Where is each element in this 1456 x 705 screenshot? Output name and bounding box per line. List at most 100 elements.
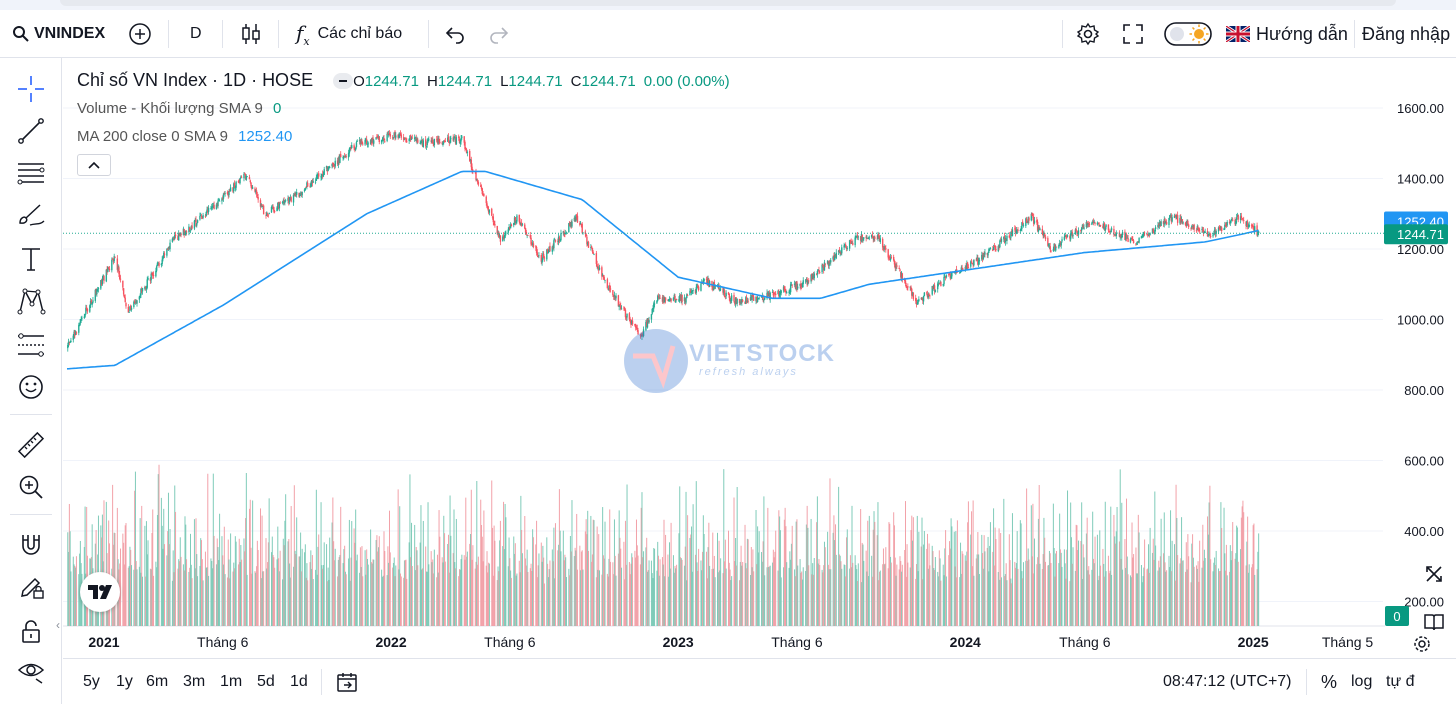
range-6m[interactable]: 6m — [146, 659, 168, 705]
undo-button[interactable] — [444, 10, 466, 58]
candle-body — [810, 274, 812, 282]
goto-date-button[interactable] — [335, 659, 359, 705]
candle-body — [625, 316, 627, 318]
trendline-tool[interactable] — [14, 114, 48, 148]
candle-body — [795, 282, 797, 290]
range-1y[interactable]: 1y — [116, 659, 133, 705]
forecast-tool[interactable] — [14, 328, 48, 362]
time-settings-button[interactable] — [1408, 630, 1436, 658]
candle-body — [595, 253, 598, 265]
guide-button[interactable]: Hướng dẫn — [1226, 10, 1348, 58]
zoom-tool[interactable] — [14, 470, 48, 504]
time-tick-label: 2021 — [88, 634, 119, 650]
brush-tool[interactable] — [14, 198, 48, 232]
candle-body — [100, 280, 102, 289]
candle-body — [579, 223, 582, 225]
compare-button[interactable] — [128, 10, 152, 58]
price-chart[interactable]: 1600.00 1400.00 1200.00 1000.00 800.00 600.00… — [63, 58, 1456, 658]
chart-area[interactable]: 1600.00 1400.00 1200.00 1000.00 800.00 600.00… — [63, 58, 1456, 658]
candle-body — [856, 235, 859, 238]
candle-body — [804, 280, 807, 282]
range-3m[interactable]: 3m — [183, 659, 205, 705]
range-1d[interactable]: 1d — [290, 659, 308, 705]
candle-body — [351, 145, 353, 149]
candle-body — [284, 200, 287, 202]
range-1m[interactable]: 1m — [220, 659, 242, 705]
legend-ma: MA 200 close 0 SMA 9 1252.40 — [77, 128, 292, 145]
text-tool[interactable] — [14, 242, 48, 276]
symbol-search[interactable]: VNINDEX — [12, 10, 105, 58]
candle-body — [111, 259, 113, 271]
candle-body — [278, 202, 281, 209]
candle-body — [354, 149, 356, 150]
range-5d[interactable]: 5d — [257, 659, 275, 705]
candle-body — [1011, 229, 1014, 236]
chart-type-button[interactable] — [240, 10, 262, 58]
candle-body — [735, 298, 738, 305]
toolbar-divider — [222, 20, 223, 48]
candle-body — [744, 301, 746, 304]
unlock-tool[interactable] — [14, 614, 48, 648]
reset-scale-button[interactable] — [1420, 560, 1448, 588]
candle-body — [1091, 221, 1094, 223]
candle-body — [802, 280, 804, 285]
fullscreen-button[interactable] — [1122, 10, 1144, 58]
candle-body — [1235, 217, 1238, 221]
candle-body — [730, 300, 732, 302]
crosshair-tool[interactable] — [14, 72, 48, 106]
candle-body — [552, 246, 554, 248]
scroll-left-handle[interactable]: ‹ — [56, 618, 60, 632]
candle-body — [372, 137, 374, 145]
candle-body — [1170, 215, 1173, 222]
log-toggle[interactable]: log — [1351, 659, 1372, 705]
indicators-button[interactable]: fx Các chỉ báo — [296, 10, 402, 58]
visibility-tool[interactable] — [14, 654, 48, 688]
candle-body — [255, 190, 258, 195]
candle-body — [232, 187, 234, 192]
legend-collapse-button[interactable] — [77, 154, 111, 176]
candle-body — [169, 242, 171, 250]
candle-body — [959, 272, 961, 274]
more-icon[interactable] — [333, 73, 354, 90]
pattern-tool[interactable] — [14, 284, 48, 318]
redo-button[interactable] — [488, 10, 510, 58]
candle-body — [909, 286, 911, 288]
candle-body — [1226, 221, 1228, 226]
range-5y[interactable]: 5y — [83, 659, 100, 705]
candle-body — [1091, 222, 1093, 225]
candle-body — [1025, 218, 1027, 226]
theme-toggle[interactable] — [1164, 10, 1212, 58]
candle-body — [271, 207, 273, 209]
clock[interactable]: 08:47:12 (UTC+7) — [1163, 659, 1292, 705]
lock-drawing-tool[interactable] — [14, 570, 48, 604]
candle-body — [204, 215, 207, 217]
candle-body — [541, 260, 543, 263]
ideas-button[interactable] — [1420, 608, 1448, 636]
candle-body — [786, 292, 788, 294]
candle-body — [370, 139, 373, 144]
candle-body — [612, 290, 614, 296]
auto-toggle[interactable]: tự đ — [1386, 659, 1415, 705]
percent-toggle[interactable]: % — [1321, 659, 1337, 705]
tradingview-logo[interactable] — [80, 572, 120, 612]
price-axis[interactable] — [1385, 58, 1456, 658]
candle-body — [480, 186, 483, 190]
emoji-tool[interactable] — [14, 370, 48, 404]
candle-body — [612, 295, 615, 297]
candle-body — [718, 285, 720, 290]
candle-body — [288, 198, 291, 202]
fib-tool[interactable] — [14, 156, 48, 190]
login-button[interactable]: Đăng nhập — [1362, 10, 1450, 58]
interval-button[interactable]: D — [190, 10, 202, 58]
candle-body — [542, 253, 545, 259]
candle-body — [1152, 228, 1154, 233]
candle-body — [755, 296, 757, 302]
settings-button[interactable] — [1076, 10, 1100, 58]
candle-body — [244, 174, 247, 179]
candle-body — [358, 140, 361, 142]
candle-body — [629, 320, 631, 321]
candle-body — [763, 297, 766, 300]
redo-icon — [490, 27, 509, 44]
magnet-tool[interactable] — [14, 528, 48, 562]
measure-tool[interactable] — [14, 428, 48, 462]
